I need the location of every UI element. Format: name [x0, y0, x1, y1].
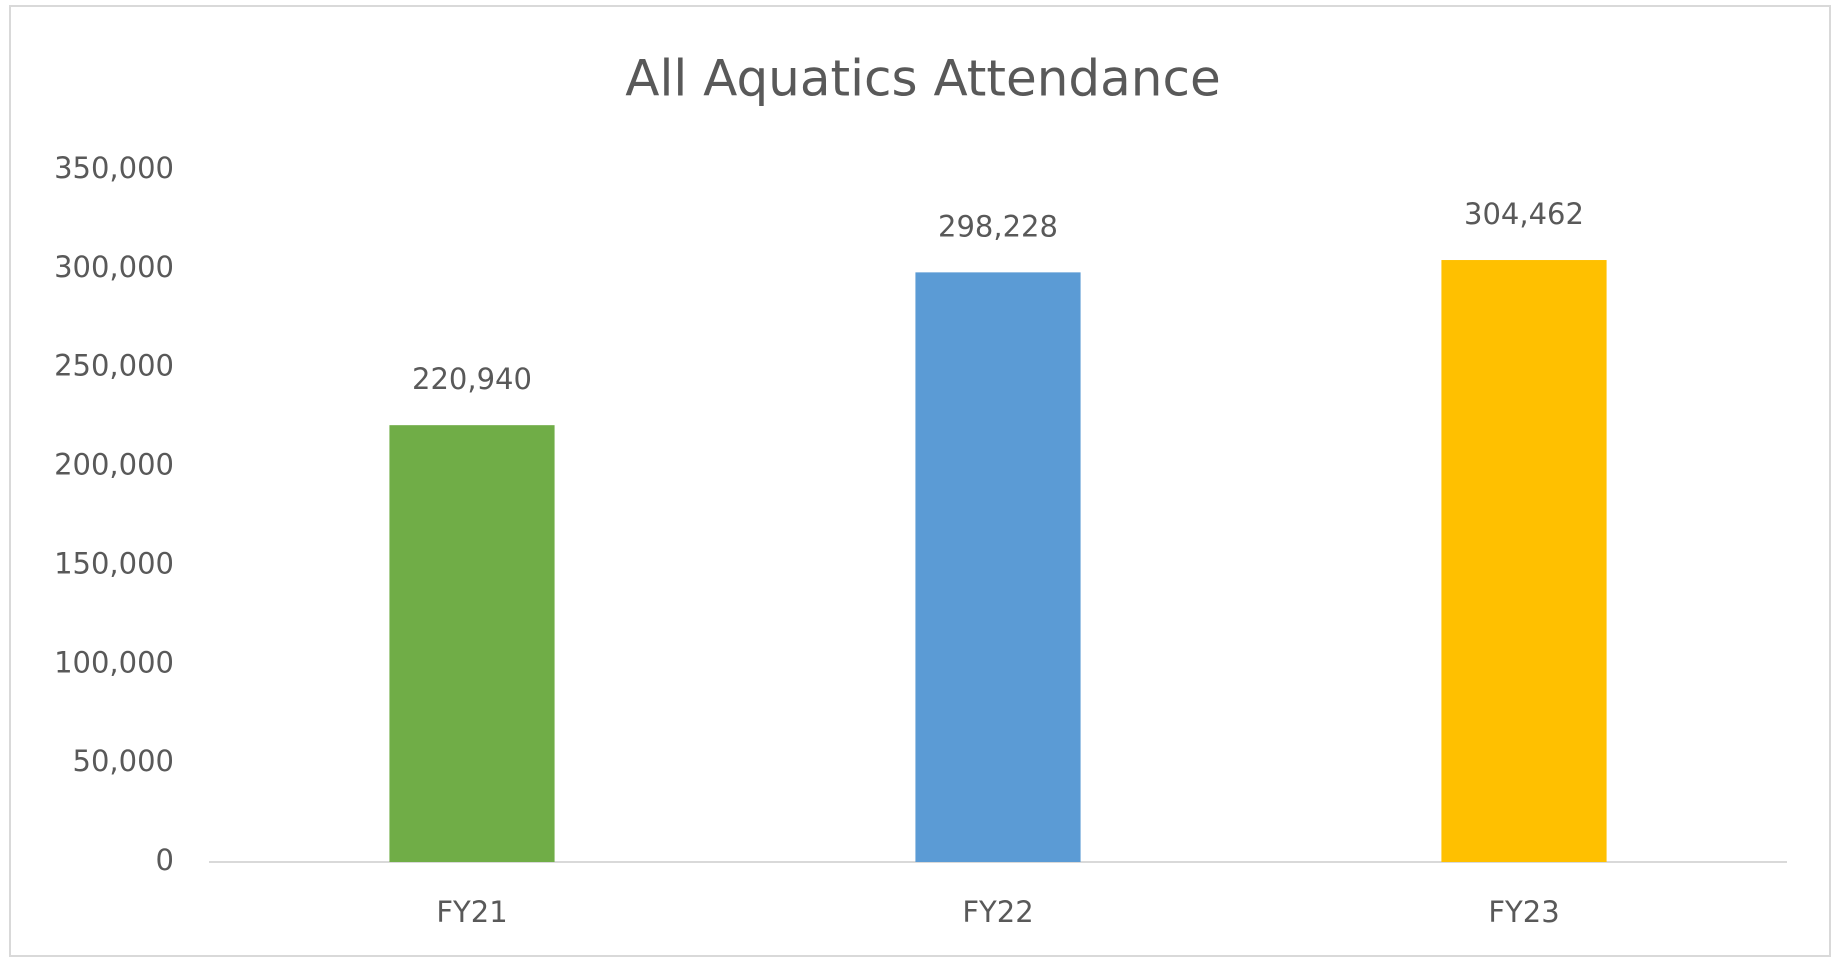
bar	[915, 272, 1081, 863]
y-tick-label: 350,000	[54, 151, 174, 185]
y-tick-label: 150,000	[54, 546, 174, 580]
value-label: 304,462	[1464, 197, 1584, 231]
y-tick-label: 100,000	[54, 645, 174, 679]
bar	[389, 425, 555, 862]
x-tick-label: FY21	[436, 895, 507, 929]
value-label: 298,228	[938, 209, 1058, 243]
y-tick-label: 0	[156, 843, 174, 877]
y-tick-label: 250,000	[54, 349, 174, 383]
x-tick-label: FY22	[962, 895, 1033, 929]
y-tick-label: 50,000	[73, 744, 174, 778]
value-label: 220,940	[412, 362, 532, 396]
y-tick-label: 200,000	[54, 448, 174, 482]
bar	[1441, 260, 1607, 862]
x-tick-label: FY23	[1488, 895, 1559, 929]
chart-title: All Aquatics Attendance	[625, 50, 1221, 108]
y-tick-label: 300,000	[54, 250, 174, 284]
